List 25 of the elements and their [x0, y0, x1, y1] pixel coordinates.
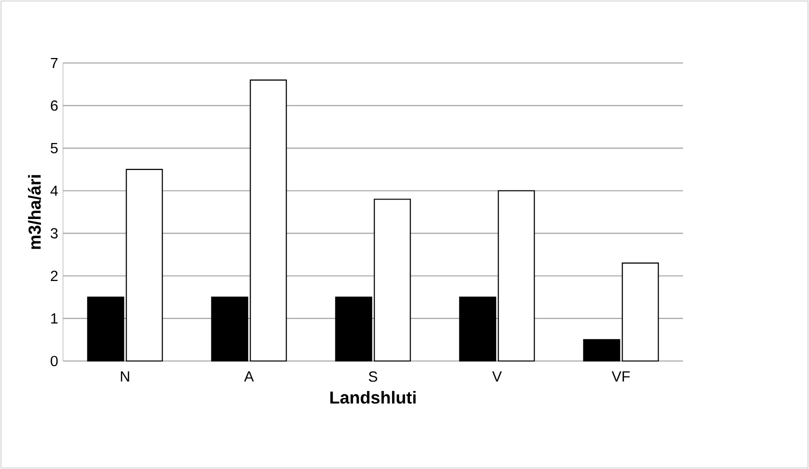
bar [335, 296, 372, 362]
bar [459, 296, 496, 362]
y-tick-label: 4 [50, 186, 58, 196]
y-tick-label: 6 [50, 100, 58, 111]
x-tick-label: N [120, 371, 130, 382]
y-tick-label: 2 [50, 270, 58, 281]
y-axis-title: m3/ha/ári [28, 175, 41, 249]
x-tick-label: V [492, 371, 502, 382]
y-tick-label: 1 [51, 313, 58, 324]
y-tick-label: 0 [50, 356, 58, 366]
bar [498, 190, 535, 362]
y-tick-label: 7 [50, 58, 58, 68]
x-tick-label: A [244, 371, 254, 382]
bar [87, 296, 124, 362]
bar [211, 296, 248, 362]
bar [622, 262, 659, 362]
x-tick-label: VF [612, 371, 630, 382]
bar [374, 198, 411, 362]
bar [583, 339, 620, 362]
y-tick-label: 5 [50, 143, 58, 154]
y-tick-label: 3 [50, 228, 58, 238]
bar [126, 168, 163, 362]
x-tick-label: S [368, 371, 378, 382]
x-axis-title: Landshluti [330, 390, 416, 404]
bar [250, 80, 287, 362]
